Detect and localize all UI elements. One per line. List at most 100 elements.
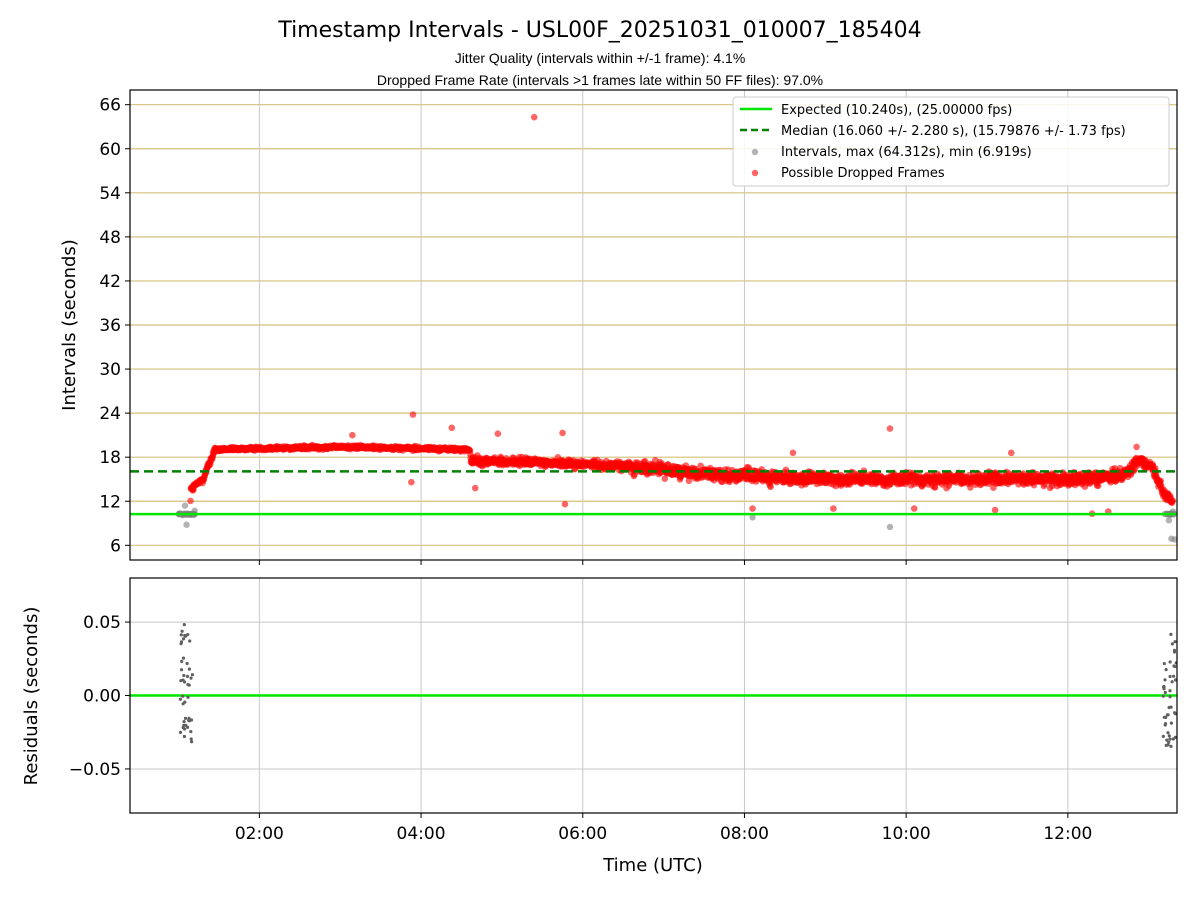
interval-point [749,514,756,521]
residual-point [186,695,190,699]
intervals-y-tick-label: 18 [99,448,121,468]
residual-point [181,637,186,641]
residual-point [190,740,194,744]
residual-point [1170,642,1174,646]
intervals-y-tick-label: 54 [99,184,121,204]
chart-subtitle-jitter: Jitter Quality (intervals within +/-1 fr… [455,50,746,66]
dropped-frame-outlier [448,424,456,432]
chart-title: Timestamp Intervals - USL00F_20251031_01… [277,18,921,43]
residual-point [181,694,185,698]
intervals-x-ticks [258,560,1069,565]
intervals-y-tick-label: 36 [99,316,121,336]
residual-point [182,734,186,739]
dropped-frame-point [767,483,774,491]
residual-point [189,730,193,734]
residual-point [185,674,190,679]
legend-median-label: Median (16.060 +/- 2.280 s), (15.79876 +… [781,124,1126,139]
residual-point [1173,640,1177,644]
residual-point [1169,632,1173,637]
residual-point [1171,737,1175,741]
legend-dropped-swatch [751,169,759,177]
dropped-frame-outlier [1133,443,1140,451]
residual-point [183,634,188,638]
dropped-frame-outlier [830,505,837,512]
residual-point [187,683,191,687]
intervals-y-tick-label: 12 [99,492,121,512]
dropped-frame-outlier [409,411,417,418]
residual-point [180,629,184,633]
residual-point [179,633,183,637]
residual-point [183,716,188,721]
residual-point [1169,744,1173,749]
legend-expected-label: Expected (10.240s), (25.00000 fps) [781,103,1012,118]
residual-point [1170,680,1174,684]
residual-point [189,676,193,680]
residual-point [1163,723,1167,727]
dropped-frame-outlier [991,506,999,514]
residual-point [1163,678,1167,682]
interval-point [191,507,198,514]
legend: Expected (10.240s), (25.00000 fps) Media… [732,96,1170,187]
residual-point [1163,690,1167,695]
interval-point [1171,536,1177,543]
legend-dropped-label: Possible Dropped Frames [781,166,945,181]
dropped-frame-point [1169,497,1176,505]
x-tick-label: 10:00 [882,824,931,844]
residual-point [1162,662,1166,666]
residual-points [178,623,1177,749]
legend-box [732,96,1170,187]
residuals-panel: 0.05 0.00 −0.05 02:00 04:00 06:00 08:00 10:00 1… [21,577,1178,876]
residual-point [1164,743,1168,748]
residual-point [188,639,192,643]
residual-point [182,720,186,724]
intervals-y-label: Intervals (seconds) [59,239,80,411]
dropped-frame-outlier [559,429,566,437]
residual-point [1169,721,1173,725]
x-tick-label: 06:00 [558,824,607,844]
residual-point [1168,660,1172,664]
x-axis: 02:00 04:00 06:00 08:00 10:00 12:00 [235,813,1092,844]
intervals-y-tick-label: 24 [99,404,121,424]
residual-point [1169,705,1173,709]
interval-point [183,521,190,528]
residual-point [179,679,183,683]
intervals-y-axis: 6 12 18 24 30 36 42 48 54 60 66 [99,96,130,556]
interval-point [181,502,189,509]
residual-point [1168,737,1172,741]
legend-intervals-swatch [751,148,759,156]
residual-point [187,716,191,720]
residual-point [183,700,187,704]
intervals-y-tick-label: 42 [99,272,121,292]
intervals-y-tick-label: 60 [99,140,121,160]
intervals-panel: 6 12 18 24 30 36 42 48 54 60 66 Intervals (seconds… [59,89,1178,565]
residual-point [184,723,188,727]
residual-point [181,656,186,660]
residual-point [1172,664,1176,668]
residual-point [1161,694,1165,698]
residual-point [1168,674,1172,679]
residuals-plot-area [130,623,1177,749]
dropped-frame-outlier [886,425,894,432]
residual-point [1166,713,1170,717]
dropped-frame-outlier [749,505,756,512]
residuals-y-tick-label: 0.05 [83,613,121,633]
residual-point [1168,689,1172,693]
residual-point [182,673,186,678]
residual-point [1173,712,1177,716]
dropped-frame-outlier [494,430,502,437]
dropped-frame-outlier [910,505,918,512]
residual-point [186,633,190,637]
residual-point [180,659,184,664]
intervals-plot-area [130,113,1177,543]
intervals-y-tick-label: 30 [99,360,121,380]
x-tick-label: 08:00 [720,824,769,844]
intervals-y-tick-label: 6 [110,536,121,556]
residual-point [179,668,184,672]
residual-point [1161,734,1165,739]
residual-point [179,640,184,644]
residual-point [1165,738,1169,742]
residual-point [1166,731,1170,735]
residual-point [189,737,193,741]
dropped-frames-trend [187,441,1176,507]
residual-point [1168,695,1172,699]
